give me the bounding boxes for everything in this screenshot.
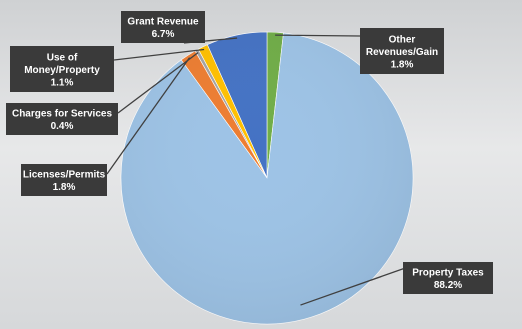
data-label-value: 1.8% [53, 182, 76, 193]
data-label-category: Money/Property [24, 65, 100, 76]
data-label-category: Revenues/Gain [366, 47, 438, 58]
data-label-value: 1.8% [391, 59, 414, 70]
data-label-value: 6.7% [152, 29, 175, 40]
data-label-box [10, 46, 114, 92]
leader-line-other-revenues-gain [275, 34, 361, 37]
data-label-box [121, 11, 205, 43]
leader-line-licenses-permits [106, 57, 191, 175]
leader-lines [106, 34, 412, 306]
leader-line-use-of-money-property [113, 48, 205, 61]
data-label-value: 88.2% [434, 280, 462, 291]
data-label-category: Charges for Services [12, 109, 112, 120]
data-label-value: 0.4% [51, 121, 74, 132]
data-label-category: Grant Revenue [127, 17, 199, 28]
data-label-category: Other [389, 34, 416, 45]
leader-line-charges-for-services [117, 52, 199, 114]
data-label-value: 1.1% [51, 77, 74, 88]
data-label-box [6, 103, 118, 135]
data-label-box [21, 164, 107, 196]
data-label-category: Use of [47, 52, 78, 63]
data-label-box [360, 28, 444, 74]
leader-line-property-taxes [300, 265, 412, 306]
slice-labels: Property Taxes88.2%Licenses/Permits1.8%C… [6, 11, 493, 294]
data-label-category: Licenses/Permits [23, 170, 106, 181]
data-label-category: Property Taxes [412, 268, 484, 279]
data-label-box [403, 262, 493, 294]
